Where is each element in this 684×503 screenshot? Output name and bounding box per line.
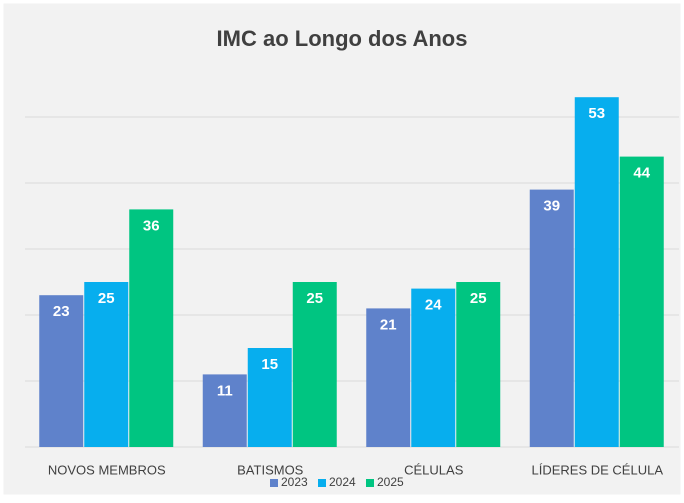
data-label: 25 xyxy=(98,290,115,307)
bar xyxy=(456,282,501,447)
x-tick-label: CÉLULAS xyxy=(404,462,464,477)
data-label: 24 xyxy=(425,297,442,314)
data-label: 15 xyxy=(261,356,278,373)
legend-label: 2024 xyxy=(329,475,356,489)
data-label: 23 xyxy=(53,303,70,320)
bar xyxy=(366,308,411,447)
bar xyxy=(529,189,574,447)
bar xyxy=(129,209,174,447)
bar xyxy=(202,374,247,447)
bar xyxy=(247,348,292,447)
data-label: 53 xyxy=(588,105,605,122)
data-label: 21 xyxy=(380,316,397,333)
data-label: 44 xyxy=(633,165,650,182)
data-label: 25 xyxy=(470,290,487,307)
bar xyxy=(411,288,456,447)
bar xyxy=(292,282,337,447)
x-tick-label: NOVOS MEMBROS xyxy=(48,462,166,477)
legend-label: 2023 xyxy=(281,475,308,489)
legend-swatch xyxy=(366,479,374,487)
x-tick-label: LÍDERES DE CÉLULA xyxy=(532,462,664,477)
legend-swatch xyxy=(318,479,326,487)
data-label: 25 xyxy=(306,290,323,307)
legend-swatch xyxy=(270,479,278,487)
x-tick-label: BATISMOS xyxy=(237,462,304,477)
legend-label: 2025 xyxy=(377,475,404,489)
data-label: 39 xyxy=(543,198,560,215)
bar xyxy=(574,97,619,447)
chart-title: IMC ao Longo dos Anos xyxy=(217,26,468,51)
data-label: 11 xyxy=(217,382,233,399)
bar xyxy=(619,156,664,447)
bar xyxy=(39,295,84,447)
data-label: 36 xyxy=(143,217,160,234)
bar xyxy=(84,282,129,447)
